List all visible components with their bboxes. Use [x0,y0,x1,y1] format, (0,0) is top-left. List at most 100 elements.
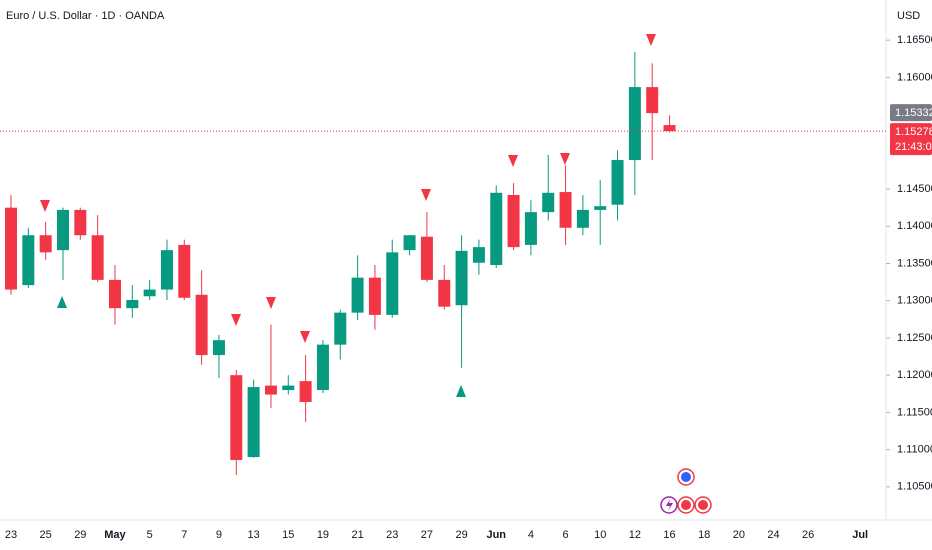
price-label: 1.15278 [895,126,932,138]
candle-body [126,299,139,309]
sell-signal [646,34,656,46]
x-tick-label: 5 [147,529,153,541]
candle-body [5,207,17,290]
candle-body [108,279,121,309]
y-tick-label: 1.13500 [897,257,932,269]
buy-signal [57,296,67,308]
event-icon [666,499,673,511]
candle-body [420,236,433,280]
candle-body [178,244,191,298]
x-tick-label: 16 [663,529,675,541]
countdown-label: 21:43:06 [895,141,932,153]
price-label-box [890,104,932,122]
candle-body [143,289,156,297]
candle-body [74,209,87,236]
x-tick-label: May [104,529,126,541]
candle-body [559,192,572,228]
candle-body [368,277,381,315]
event-icons [660,468,712,514]
candle-body [386,252,399,315]
candle-body [472,247,485,263]
event-icon [681,472,691,482]
x-tick-label: 23 [386,529,398,541]
x-tick-label: 19 [317,529,329,541]
candle-body [663,125,676,132]
candle-body [524,212,537,245]
candle-body [316,344,329,391]
candle-body [160,250,173,290]
candle-body [264,385,277,395]
signal-markers [40,34,656,397]
x-tick-label: 12 [629,529,641,541]
plot-area [5,52,676,475]
x-tick-label: 18 [698,529,710,541]
candle-body [282,385,295,391]
y-tick-label: 1.16500 [897,34,932,46]
x-tick-label: 26 [802,529,814,541]
chart-title: Euro / U.S. Dollar · 1D · OANDA [6,10,165,22]
y-tick-label: 1.12000 [897,369,932,381]
candle-body [490,192,503,265]
candle-body [334,312,347,345]
sell-signal [266,297,276,309]
x-tick-label: 6 [562,529,568,541]
currency-label: USD [897,10,920,22]
candle-body [247,387,260,458]
candle-body [611,160,624,205]
x-tick-label: 10 [594,529,606,541]
y-tick-label: 1.13000 [897,295,932,307]
x-tick-label: 29 [455,529,467,541]
sell-signal [560,153,570,165]
sell-signal [508,155,518,167]
x-tick-label: 21 [351,529,363,541]
candle-body [403,235,416,251]
y-tick-label: 1.11000 [897,444,932,456]
candle-body [22,235,35,286]
x-tick-label: 9 [216,529,222,541]
candle-body [212,340,225,356]
y-tick-label: 1.10500 [897,481,932,493]
candle-body [56,209,69,251]
x-tick-label: 27 [421,529,433,541]
candle-body [91,235,104,280]
price-label: 1.15332 [895,107,932,119]
candle-body [455,250,468,306]
x-tick-label: 20 [733,529,745,541]
x-tick-label: 23 [5,529,17,541]
x-tick-label: 4 [528,529,534,541]
y-tick-label: 1.14500 [897,183,932,195]
sell-signal [421,189,431,201]
y-tick-label: 1.11500 [897,406,932,418]
buy-signal [456,385,466,397]
price-label-box [890,123,932,156]
sell-signal [40,200,50,212]
y-tick-label: 1.14000 [897,220,932,232]
candle-body [39,235,52,253]
candle-body [195,294,208,356]
y-tick-label: 1.16000 [897,71,932,83]
sell-signal [231,314,241,326]
x-tick-label: 29 [74,529,86,541]
x-tick-label: 24 [767,529,779,541]
candle-body [646,87,659,114]
candle-body [576,209,589,228]
x-tick-label: Jul [852,529,868,541]
x-tick-label: 15 [282,529,294,541]
y-tick-label: 1.12500 [897,332,932,344]
candle-body [628,87,641,161]
candle-body [542,192,555,213]
x-tick-label: 25 [40,529,52,541]
sell-signal [300,331,310,343]
candle-body [507,195,520,248]
candle-body [438,279,451,307]
event-icon [681,500,691,510]
candle-body [299,381,312,402]
x-tick-label: 7 [181,529,187,541]
candle-body [230,375,243,461]
x-tick-label: 13 [247,529,259,541]
candle-body [351,277,364,313]
event-icon [698,500,708,510]
x-tick-label: Jun [486,529,506,541]
candle-body [594,206,607,210]
